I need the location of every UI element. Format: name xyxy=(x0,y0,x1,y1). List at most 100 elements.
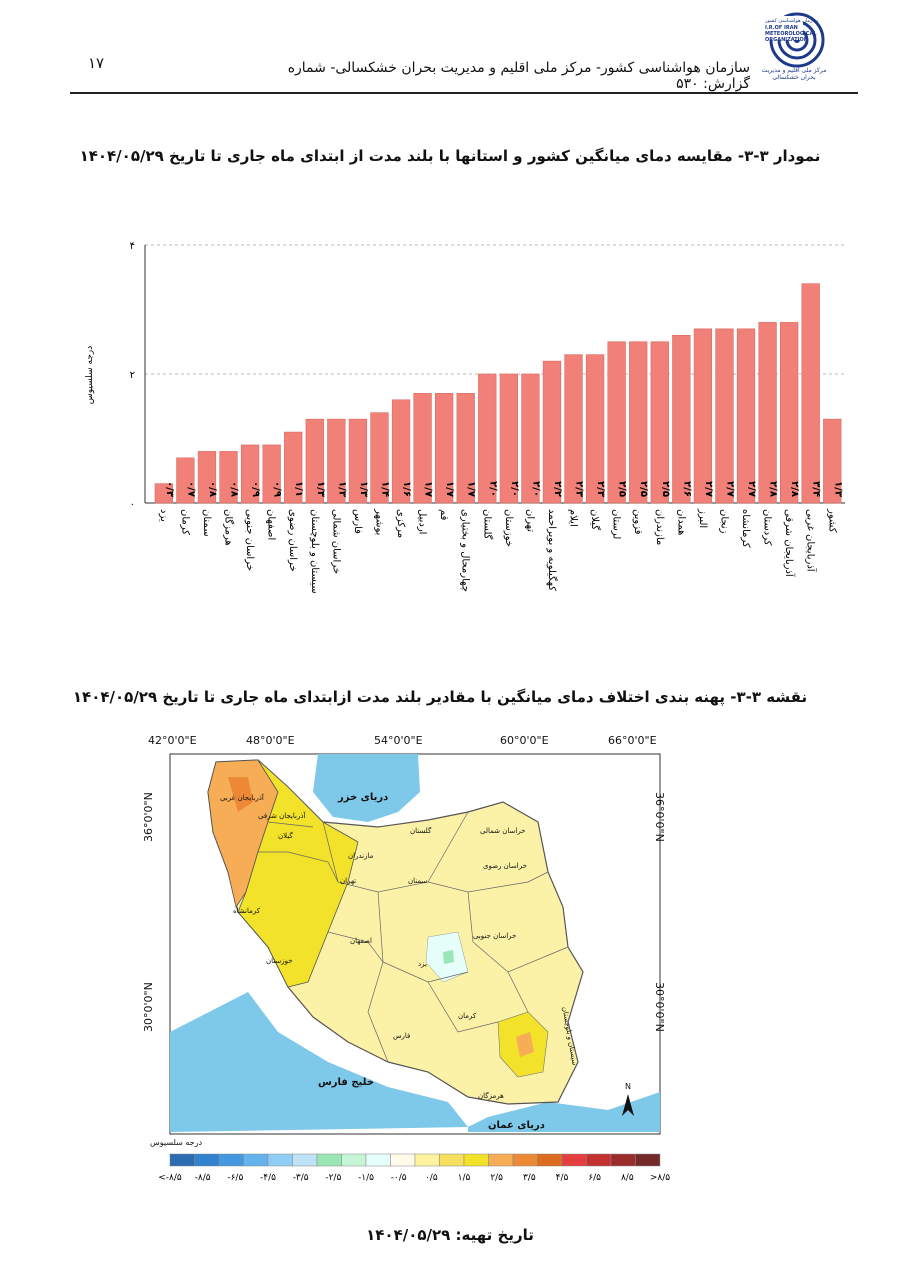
logo-text-line: ORGANIZATION xyxy=(765,37,808,43)
legend-swatch xyxy=(635,1153,661,1167)
category-label: کهگیلویه و بویراحمد xyxy=(546,509,558,591)
bar xyxy=(413,393,432,504)
lat-label: 36°0'0"N xyxy=(142,792,155,842)
province-label: آذربایجان غربی xyxy=(220,794,264,802)
bar-value-label: ۱/۳ xyxy=(315,481,326,497)
y-axis-label: درجه سلسیوس xyxy=(85,346,95,405)
y-tick-label: ۲ xyxy=(130,370,135,381)
province-label: یزد xyxy=(418,960,427,968)
category-label: البرز xyxy=(697,508,708,528)
bar xyxy=(715,328,734,504)
temperature-anomaly-map: 42°0'0"E 48°0'0"E 54°0'0"E 60°0'0"E 66°0… xyxy=(128,732,688,1142)
legend-label: ۳/۵ xyxy=(523,1173,536,1183)
bar-value-label: ۰/۷ xyxy=(185,481,196,497)
oman-sea-label: دریای عمان xyxy=(488,1120,545,1131)
y-tick-label: ۰ xyxy=(130,499,135,510)
province-label: تهران xyxy=(340,877,357,885)
bar-value-label: ۲/۳ xyxy=(574,481,585,497)
lon-label: 60°0'0"E xyxy=(500,734,549,747)
category-label: کشور xyxy=(826,508,837,533)
bar-value-label: ۱/۳ xyxy=(358,481,369,497)
anomaly-zone-west xyxy=(237,759,359,988)
bar-value-label: ۲/۳ xyxy=(595,481,606,497)
bar-value-label: ۲/۰ xyxy=(487,481,498,497)
category-label: قزوین xyxy=(632,509,643,535)
legend-label: -۲/۵ xyxy=(325,1173,341,1183)
legend-swatch xyxy=(512,1153,538,1167)
bar xyxy=(499,373,518,504)
category-label: زنجان xyxy=(718,509,729,534)
lon-label: 42°0'0"E xyxy=(148,734,197,747)
category-label: قم xyxy=(438,509,449,521)
bar xyxy=(219,451,238,504)
logo-top-caption: سازمان هواشناسی کشور xyxy=(764,18,818,24)
legend-swatch xyxy=(194,1153,220,1167)
category-label: سیستان و بلوچستان xyxy=(309,509,320,594)
legend-swatch xyxy=(537,1153,563,1167)
bar-value-label: ۲/۵ xyxy=(638,481,649,497)
province-label: آذربایجان شرقی xyxy=(258,812,306,820)
bar xyxy=(327,418,346,504)
bar xyxy=(542,360,562,504)
province-label: خراسان جنوبی xyxy=(473,932,517,940)
lon-label: 66°0'0"E xyxy=(608,734,657,747)
legend-label: -۴/۵ xyxy=(260,1173,276,1183)
bar xyxy=(456,393,475,504)
bar xyxy=(607,341,626,504)
legend-swatch xyxy=(390,1153,416,1167)
bar-value-label: ۰/۸ xyxy=(207,481,218,497)
bar-chart: ۰ ۲ ۴ درجه سلسیوس ۰/۳ یزد ۰/۷ کرمان ۰/۸ سمنان ۰/۸ ه… xyxy=(60,225,860,645)
bar xyxy=(435,393,454,504)
category-label: چهارمحال و بختیاری xyxy=(460,509,471,592)
bar xyxy=(284,431,303,504)
bar xyxy=(370,412,389,504)
legend-swatch xyxy=(586,1153,612,1167)
bar-value-label: ۲/۰ xyxy=(530,481,541,497)
legend-label: -۳/۵ xyxy=(293,1173,309,1183)
bar-value-label: ۰/۹ xyxy=(272,481,283,497)
bar-value-label: ۱/۷ xyxy=(444,481,455,497)
caspian-label: دریای خزر xyxy=(338,792,389,803)
legend-swatch xyxy=(561,1153,587,1167)
category-label: مازندران xyxy=(654,509,665,545)
lon-label: 54°0'0"E xyxy=(374,734,423,747)
bar xyxy=(521,373,540,504)
category-label: لرستان xyxy=(611,509,622,539)
bar-value-label: ۲/۷ xyxy=(746,481,757,497)
legend-label: -۰/۵ xyxy=(391,1173,407,1183)
legend-swatch xyxy=(365,1153,391,1167)
bar xyxy=(629,341,648,504)
bar-value-label: ۱/۴ xyxy=(379,481,390,497)
bar xyxy=(823,418,842,504)
bar xyxy=(758,322,777,504)
logo-text-line: METEOROLOGICAL xyxy=(765,31,817,37)
category-label: تهران xyxy=(524,509,535,532)
bar xyxy=(801,283,820,504)
logo-text-line: I.R.OF IRAN xyxy=(765,25,798,31)
category-label: کرمان xyxy=(179,509,190,535)
legend-swatch xyxy=(243,1153,269,1167)
chart-title: نمودار ۳-۳- مقایسه دمای میانگین کشور و ا… xyxy=(79,147,821,165)
bar xyxy=(240,444,260,504)
legend-swatch xyxy=(488,1153,514,1167)
bar-value-label: ۱/۱ xyxy=(293,481,304,497)
page-number: ۱۷ xyxy=(88,54,105,72)
category-label: گلستان xyxy=(481,509,493,540)
category-label: آذربایجان شرقی xyxy=(783,509,796,578)
category-label: کرمانشاه xyxy=(740,509,751,548)
header-divider xyxy=(70,92,858,94)
legend-swatch xyxy=(463,1153,489,1167)
oman-sea xyxy=(468,1092,660,1132)
category-label: گیلان xyxy=(589,509,601,530)
bar-value-label: ۲/۵ xyxy=(617,481,628,497)
bar xyxy=(585,354,605,504)
province-label: مازندران xyxy=(348,852,374,860)
bar-value-label: ۲/۸ xyxy=(789,481,800,497)
north-label: N xyxy=(625,1082,631,1091)
province-label: خراسان شمالی xyxy=(480,827,526,835)
bar-value-label: ۱/۷ xyxy=(423,481,434,497)
header-text: سازمان هواشناسی کشور- مرکز ملی اقلیم و م… xyxy=(287,60,750,92)
category-label: کردستان xyxy=(762,509,773,546)
province-label: هرمزگان xyxy=(478,1092,504,1100)
anomaly-zone-hot xyxy=(228,777,253,812)
